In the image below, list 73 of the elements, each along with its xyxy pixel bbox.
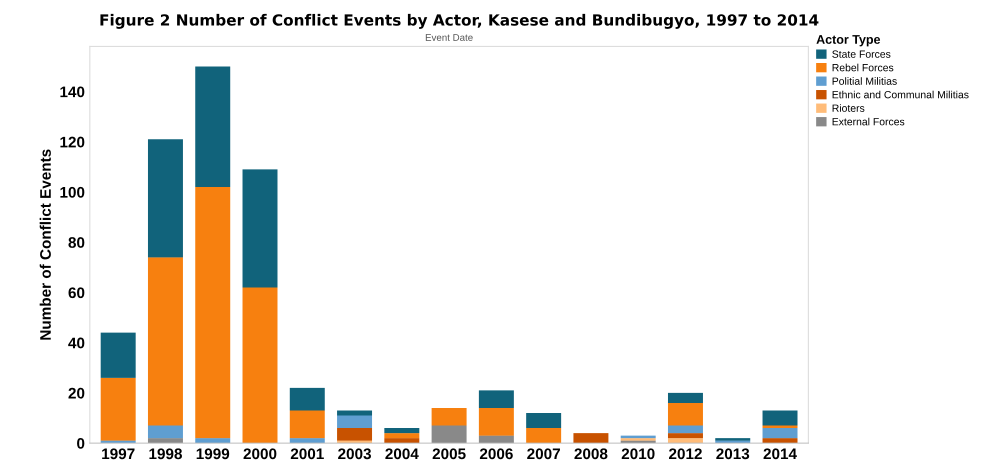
- x-tick-label: 2000: [244, 448, 276, 460]
- x-tick-label: 2004: [385, 448, 419, 460]
- x-tick-label: 2013: [716, 448, 750, 460]
- bar: [384, 438, 420, 444]
- bar: [100, 378, 136, 441]
- y-axis-title: Number of Conflict Events: [40, 149, 51, 340]
- bar: [432, 408, 467, 426]
- x-tick-label: 1999: [196, 448, 230, 460]
- bar: [668, 402, 703, 426]
- bar: [762, 410, 798, 426]
- bar: [620, 436, 656, 438]
- legend-label: Rebel Forces: [832, 64, 894, 72]
- bar: [620, 438, 656, 441]
- bar: [100, 332, 136, 378]
- bar: [148, 438, 183, 444]
- y-tick-label: 20: [68, 388, 84, 399]
- bar: [195, 66, 230, 188]
- legend-title: Actor Type: [816, 35, 880, 46]
- bar: [148, 139, 183, 258]
- bar: [384, 433, 420, 438]
- x-tick-label: 2010: [622, 448, 655, 460]
- bar: [195, 187, 230, 438]
- x-tick-label: 2008: [574, 448, 608, 460]
- bar: [478, 390, 514, 408]
- bar: [478, 408, 514, 436]
- bar: [762, 428, 798, 438]
- y-tick-label: 0: [77, 438, 84, 449]
- chart-title: Figure 2 Number of Conflict Events by Actor, Kasese and Bundibugyo, 1997 to 2014: [100, 14, 818, 29]
- bar: [668, 392, 703, 403]
- bar: [148, 426, 183, 438]
- y-tick-label: 80: [68, 237, 84, 248]
- y-tick-label: 60: [68, 287, 84, 298]
- y-tick-label: 140: [60, 86, 84, 98]
- bar: [148, 257, 183, 426]
- bar: [337, 410, 372, 416]
- bar: [290, 438, 325, 444]
- x-tick-label: 2006: [480, 448, 513, 460]
- bar: [668, 426, 703, 434]
- x-tick-label: 2005: [432, 448, 466, 460]
- bar: [526, 428, 562, 444]
- bar: [290, 410, 325, 438]
- x-tick-label: 2001: [290, 448, 324, 460]
- y-tick-label: 120: [60, 136, 84, 148]
- y-tick-label: 40: [68, 338, 84, 348]
- bar: [242, 287, 278, 444]
- bar: [242, 169, 278, 288]
- legend-label: Ethnic and Communal Militias: [832, 90, 969, 98]
- x-tick-label: 2007: [527, 448, 560, 460]
- bar: [668, 433, 703, 438]
- bar: [762, 426, 798, 428]
- bar: [337, 428, 372, 441]
- legend-label: External Forces: [832, 118, 904, 126]
- legend-label: Rioters: [832, 104, 864, 112]
- bar: [478, 436, 514, 444]
- bar: [573, 433, 608, 444]
- bar: [715, 438, 750, 441]
- bar: [526, 412, 562, 428]
- x-tick-label: 2012: [669, 448, 702, 460]
- bar: [762, 438, 798, 444]
- bar: [290, 388, 325, 410]
- x-tick-label: 2014: [764, 448, 797, 460]
- bar: [432, 426, 467, 444]
- x-tick-label: 1998: [149, 448, 182, 460]
- legend-label: State Forces: [832, 50, 890, 58]
- x-tick-label: 1997: [102, 448, 135, 460]
- bar: [384, 428, 420, 434]
- x-tick-label: 2003: [338, 448, 371, 460]
- y-tick-label: 100: [60, 186, 84, 198]
- bar: [337, 416, 372, 428]
- bar: [195, 438, 230, 444]
- bar: [668, 438, 703, 444]
- x-axis-title: Event Date: [426, 34, 473, 41]
- legend-label: Politial Militias: [832, 77, 897, 85]
